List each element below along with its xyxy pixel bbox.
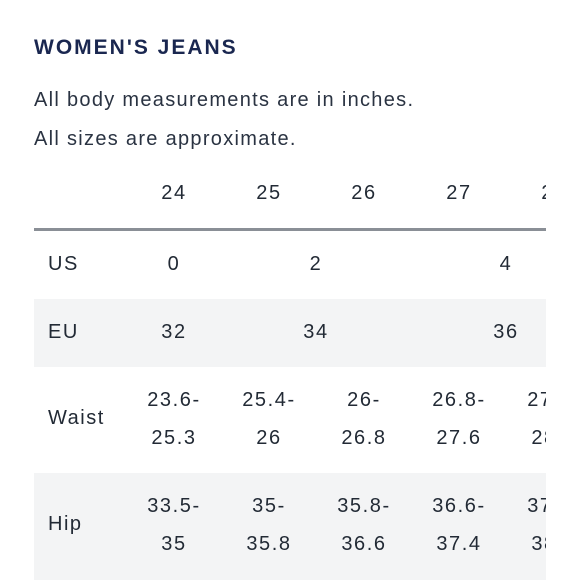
table-cell: 26- 26.8	[341, 389, 387, 449]
table-cell: 37.5- 38.3	[527, 495, 546, 555]
table-cell: 27.7- 28.4	[527, 389, 546, 449]
table-cell: 23.6- 25.3	[147, 389, 201, 449]
table-cell: 4	[499, 253, 513, 275]
table-cell: 0	[167, 253, 181, 275]
table-cell: 35- 35.8	[246, 495, 292, 555]
row-label: Waist	[48, 407, 105, 429]
size-chart-table[interactable]: 24 25 26 27 28 US 0 2 4 EU 32 34 36 Wais…	[34, 170, 546, 580]
size-header-cell: 26	[351, 182, 377, 204]
size-header-row: 24 25 26 27 28	[34, 170, 546, 231]
table-cell: 25.4- 26	[242, 389, 296, 449]
table-cell: 33.5- 35	[147, 495, 201, 555]
table-row-hip: Hip 33.5- 35 35- 35.8 35.8- 36.6 36.6- 3…	[34, 473, 546, 580]
size-header-cell: 24	[161, 182, 187, 204]
table-cell: 32	[161, 321, 187, 343]
table-row-eu: EU 32 34 36	[34, 299, 546, 367]
table-row-us: US 0 2 4	[34, 231, 546, 299]
table-cell: 2	[309, 253, 323, 275]
row-label: Hip	[48, 513, 83, 535]
table-cell: 35.8- 36.6	[337, 495, 391, 555]
size-header-cell: 28	[514, 182, 546, 205]
approximate-note: All sizes are approximate.	[34, 128, 297, 150]
table-cell: 36.6- 37.4	[432, 495, 486, 555]
table-cell: 36	[493, 321, 519, 343]
size-header-cell: 25	[256, 182, 282, 204]
size-header-cell: 27	[446, 182, 472, 204]
table-cell: 34	[303, 321, 329, 343]
row-label: EU	[48, 321, 79, 343]
row-label: US	[48, 253, 79, 275]
table-row-waist: Waist 23.6- 25.3 25.4- 26 26- 26.8 26.8-…	[34, 367, 546, 473]
measurement-note: All body measurements are in inches.	[34, 89, 415, 111]
page-title: WOMEN'S JEANS	[34, 36, 238, 59]
table-cell: 26.8- 27.6	[432, 389, 486, 449]
